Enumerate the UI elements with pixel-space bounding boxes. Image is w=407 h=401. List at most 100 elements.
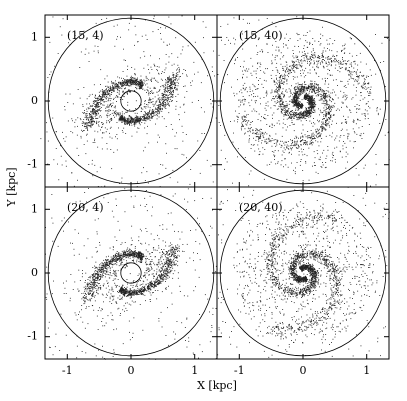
particle <box>136 117 137 119</box>
particle <box>299 164 301 166</box>
particle <box>314 99 315 101</box>
particle <box>276 144 278 146</box>
particle <box>325 100 327 102</box>
particle <box>284 71 286 73</box>
particle <box>300 136 302 138</box>
particle <box>328 117 330 118</box>
particle <box>307 99 309 101</box>
particle <box>126 80 128 82</box>
particle <box>263 178 265 180</box>
particle <box>303 97 305 99</box>
particle <box>127 79 129 80</box>
particle <box>304 89 306 91</box>
particle <box>327 59 329 61</box>
particle <box>134 119 136 121</box>
particle <box>114 113 116 115</box>
particle <box>112 249 114 251</box>
particle <box>98 116 100 118</box>
particle <box>127 119 129 121</box>
particle <box>296 16 298 18</box>
particle <box>259 151 261 153</box>
particle <box>344 142 346 144</box>
particle <box>145 84 146 86</box>
particle <box>333 155 334 156</box>
particle <box>124 81 126 82</box>
particle <box>117 76 119 78</box>
particle <box>263 137 265 139</box>
particle <box>164 104 166 105</box>
particle <box>318 121 320 123</box>
particle <box>215 117 217 119</box>
particle <box>93 118 94 119</box>
particle <box>317 119 318 121</box>
particle <box>101 321 103 322</box>
particle <box>275 95 277 97</box>
particle <box>279 103 281 105</box>
particle <box>326 123 328 125</box>
particle <box>139 118 141 119</box>
particle <box>244 98 245 100</box>
particle <box>147 104 149 106</box>
particle <box>312 125 314 127</box>
particle <box>298 116 300 118</box>
particle <box>101 100 103 102</box>
particle <box>132 83 134 85</box>
particle <box>121 113 123 115</box>
particle <box>87 129 88 131</box>
particle <box>257 136 259 138</box>
particle <box>93 123 94 125</box>
particle <box>312 111 313 113</box>
particle <box>365 76 367 78</box>
particle <box>343 53 345 54</box>
particle <box>311 54 312 55</box>
particle <box>355 79 357 81</box>
particle <box>347 136 348 138</box>
particle <box>295 112 297 114</box>
particle <box>306 109 307 111</box>
particle <box>167 83 169 85</box>
particle <box>281 91 283 93</box>
particle <box>266 133 268 135</box>
particle <box>281 82 283 84</box>
particle <box>290 149 292 151</box>
particle <box>311 87 312 88</box>
particle <box>126 120 128 122</box>
particle <box>317 88 319 90</box>
particle <box>129 119 131 121</box>
particle <box>320 33 322 35</box>
particle <box>134 112 136 114</box>
particle <box>245 87 247 89</box>
particle <box>248 135 250 137</box>
particle <box>300 140 302 141</box>
particle <box>175 89 177 91</box>
particle <box>280 140 281 142</box>
particle <box>167 103 169 105</box>
particle <box>123 48 124 50</box>
particle <box>259 66 261 68</box>
particle <box>279 78 281 80</box>
particle <box>164 88 166 90</box>
particle <box>324 97 326 99</box>
particle <box>313 138 315 140</box>
particle <box>350 71 352 73</box>
particle <box>296 104 297 106</box>
particle <box>300 107 302 109</box>
particle <box>108 115 110 117</box>
particle <box>292 142 293 144</box>
particle <box>288 72 289 74</box>
particle <box>122 131 124 133</box>
particle <box>241 124 243 125</box>
particle <box>163 105 165 107</box>
particle <box>250 148 252 149</box>
particle <box>82 207 84 209</box>
particle <box>321 60 323 62</box>
particle <box>312 104 314 106</box>
particle <box>167 80 169 82</box>
particle <box>300 75 302 77</box>
particle <box>364 114 366 116</box>
particle <box>305 67 307 69</box>
particle <box>103 123 104 125</box>
particle <box>244 116 246 118</box>
particle <box>258 136 260 138</box>
particle <box>92 175 94 177</box>
